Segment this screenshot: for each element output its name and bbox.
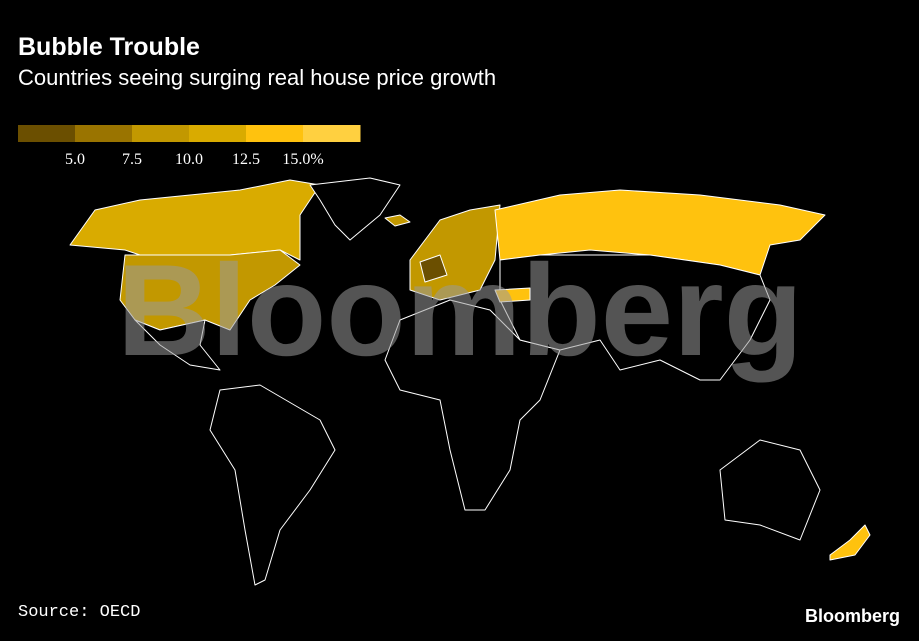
legend-swatch bbox=[75, 125, 133, 142]
mexico bbox=[134, 319, 221, 371]
russia bbox=[494, 189, 826, 276]
new-zealand bbox=[829, 524, 871, 561]
legend-tick-label: 12.5 bbox=[232, 151, 260, 168]
world-map bbox=[69, 177, 871, 586]
legend-swatch bbox=[246, 125, 304, 142]
title: Bubble Trouble bbox=[18, 33, 200, 61]
subtitle: Countries seeing surging real house pric… bbox=[18, 65, 496, 90]
turkey bbox=[494, 287, 531, 303]
united-states bbox=[119, 249, 301, 331]
legend-tick-label: 7.5 bbox=[122, 151, 142, 168]
legend-tick-label: 10.0 bbox=[175, 151, 203, 168]
south-america bbox=[209, 384, 336, 586]
legend-swatch bbox=[132, 125, 190, 142]
legend-swatch bbox=[189, 125, 247, 142]
africa bbox=[384, 299, 561, 511]
legend-swatch bbox=[303, 125, 361, 142]
greenland bbox=[309, 177, 401, 241]
watermark: Bloomberg bbox=[117, 237, 803, 383]
australia bbox=[719, 439, 821, 541]
source: Source: OECD bbox=[18, 603, 140, 622]
legend: 5.0 7.5 10.0 12.5 15.0% bbox=[18, 125, 361, 168]
legend-swatch bbox=[18, 125, 76, 142]
iceland bbox=[384, 214, 411, 227]
legend-tick-label: 15.0% bbox=[282, 151, 323, 168]
asia bbox=[499, 254, 771, 381]
logo: Bloomberg bbox=[805, 606, 900, 626]
germany bbox=[419, 254, 448, 283]
legend-tick-label: 5.0 bbox=[65, 151, 85, 168]
